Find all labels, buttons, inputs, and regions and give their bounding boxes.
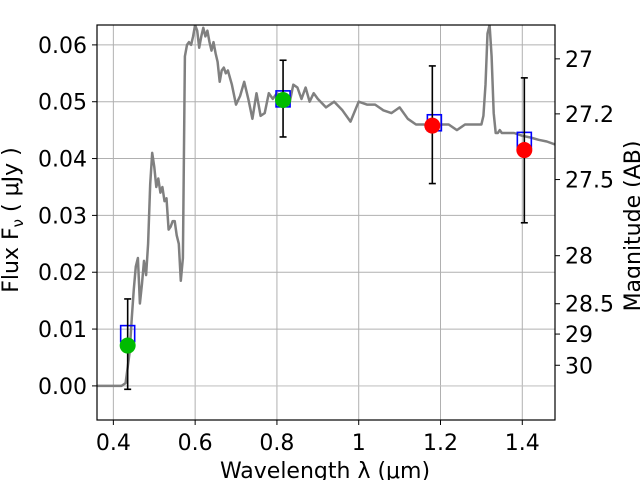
y2-tick-label: 28 [565, 245, 593, 270]
y2-tick-label: 27 [565, 48, 593, 73]
y2-tick-label: 27.2 [565, 103, 614, 128]
x-axis-label: Wavelength λ (μm) [220, 459, 430, 480]
y-axis-label-main: Flux F [0, 227, 24, 292]
y2-tick-label: 27.5 [565, 169, 614, 194]
x-tick-label: 1.2 [423, 431, 458, 456]
y2-tick-label: 30 [565, 354, 593, 379]
sed-line [97, 25, 555, 388]
y-axis-label: Flux Fν ( μJy ) [0, 147, 27, 292]
plot-frame [96, 24, 556, 421]
x-tick-label: 0.4 [96, 431, 131, 456]
y-tick-label: 0.00 [38, 375, 87, 400]
right-axis-label: Magnitude (AB) [621, 141, 640, 312]
observed-flux-points [119, 92, 533, 354]
y-tick-label: 0.05 [38, 91, 87, 116]
observed-point-green [275, 92, 292, 109]
y-tick-label: 0.03 [38, 204, 87, 229]
x-tick-label: 1 [352, 431, 366, 456]
x-axis-ticks: 0.4 0.6 0.8 1 1.2 1.4 [96, 420, 540, 456]
x-tick-label: 1.4 [505, 431, 540, 456]
y-tick-label: 0.06 [38, 34, 87, 59]
y-axis-label-unit: ( μJy ) [0, 147, 24, 219]
observed-point-red [516, 142, 533, 159]
y-axis-ticks: 0.00 0.01 0.02 0.03 0.04 0.05 0.06 [38, 34, 97, 400]
y-tick-label: 0.04 [38, 148, 87, 173]
model-sed-curve [97, 25, 555, 388]
right-magnitude-axis-ticks: 27 27.2 27.5 28 28.5 29 30 [555, 48, 614, 379]
y-tick-label: 0.01 [38, 318, 87, 343]
y2-tick-label: 29 [565, 323, 593, 348]
y-axis-label-subscript: ν [9, 219, 27, 227]
observed-point-red [424, 117, 441, 134]
observed-point-green [119, 337, 136, 354]
y2-tick-label: 28.5 [565, 293, 614, 318]
y-tick-label: 0.02 [38, 261, 87, 286]
x-tick-label: 0.6 [178, 431, 213, 456]
x-tick-label: 0.8 [259, 431, 294, 456]
